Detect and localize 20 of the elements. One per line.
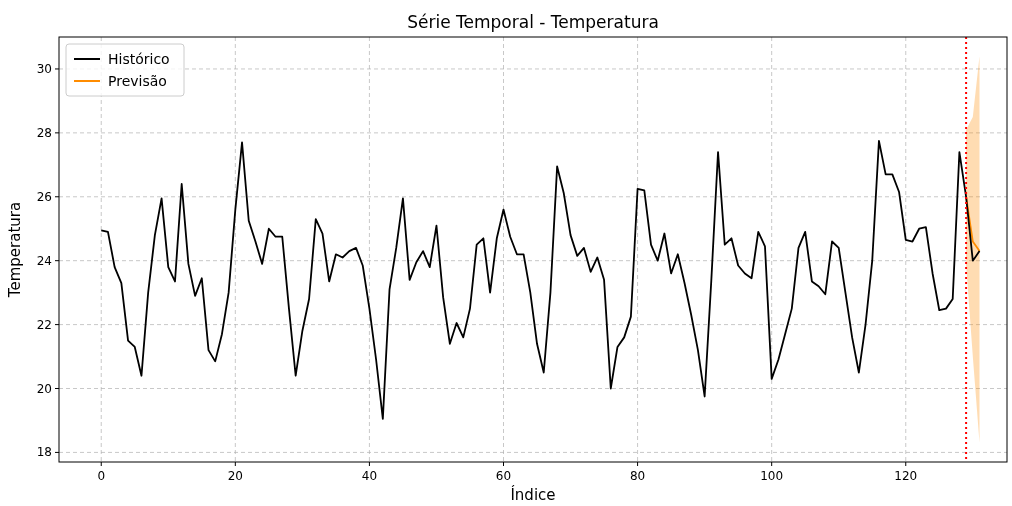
y-tick-label: 24: [36, 253, 52, 268]
chart-title: Série Temporal - Temperatura: [407, 12, 659, 32]
y-tick-label: 22: [36, 317, 52, 332]
legend-label: Previsão: [108, 73, 167, 89]
x-tick-label: 40: [361, 469, 378, 483]
y-tick-label: 30: [36, 61, 52, 76]
x-tick-label: 80: [629, 469, 646, 483]
y-tick-label: 18: [36, 445, 52, 460]
y-tick-label: 28: [36, 125, 52, 140]
x-tick-label: 120: [894, 469, 918, 483]
y-tick-label: 26: [36, 189, 52, 204]
line-series: [100, 139, 981, 420]
x-tick-label: 20: [227, 469, 243, 483]
x-tick-label: 0: [97, 469, 106, 483]
x-axis-title: Índice: [510, 485, 556, 504]
legend-label: Histórico: [108, 51, 170, 67]
y-tick-label: 20: [36, 381, 52, 396]
x-tick-label: 60: [495, 469, 512, 483]
x-tick-label: 100: [760, 469, 784, 483]
y-axis-title: Temperatura: [6, 201, 24, 299]
